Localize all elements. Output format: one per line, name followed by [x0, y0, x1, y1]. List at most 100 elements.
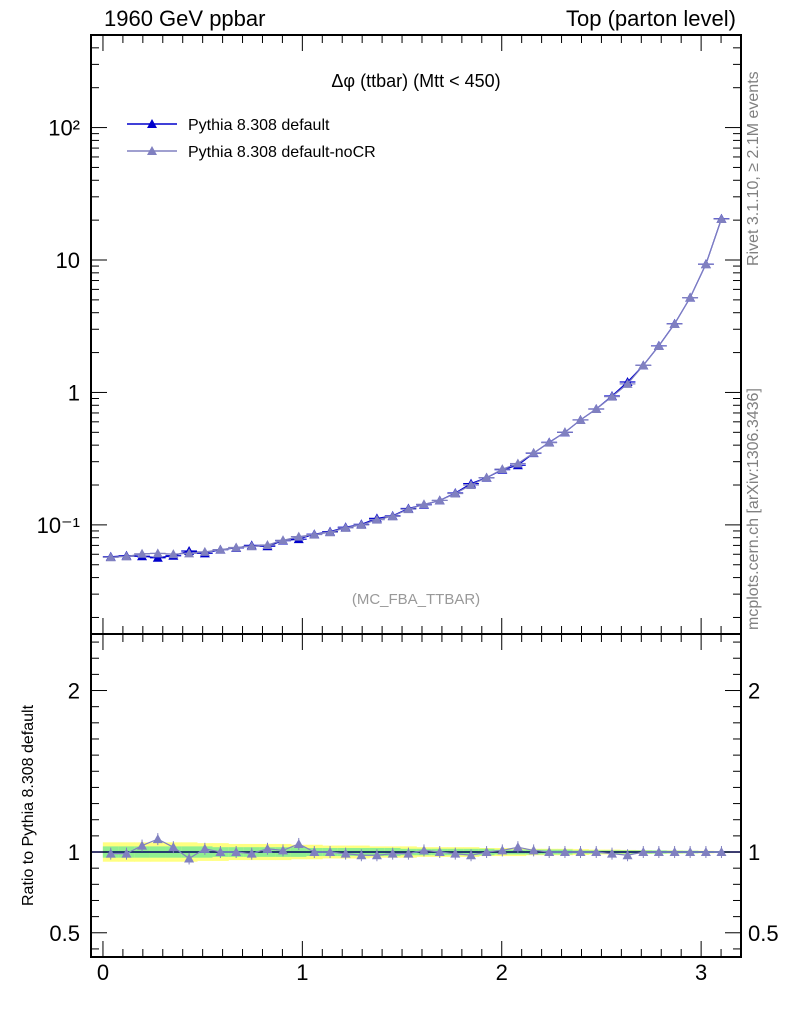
series-point-1	[356, 519, 367, 529]
ratio-point	[466, 850, 477, 860]
ratio-panel: 0.5 0.5 1 1 2 2 0 1 2 3	[49, 633, 779, 985]
series-point-1	[685, 292, 696, 302]
ratio-point	[262, 843, 273, 853]
series-point-1	[387, 511, 398, 521]
ratio-y-tick-label-left: 1	[68, 840, 80, 865]
series-point-1	[340, 522, 351, 532]
series-line-1	[110, 218, 723, 558]
ratio-point	[278, 845, 289, 855]
series-point-1	[121, 551, 132, 561]
series-point-1	[544, 437, 555, 447]
series-point-1	[481, 472, 492, 482]
ratio-point	[638, 847, 649, 857]
series-point-1	[325, 527, 336, 537]
series-point-1	[669, 318, 680, 328]
legend-marker-0	[147, 119, 157, 128]
series-point-1	[246, 541, 257, 551]
ratio-point	[231, 847, 242, 857]
y-tick-label: 10	[56, 248, 80, 273]
legend-marker-1	[147, 146, 157, 155]
series-point-1	[199, 546, 210, 556]
ratio-point	[387, 848, 398, 858]
x-tick-label: 3	[695, 960, 707, 985]
ratio-y-tick-label-right: 2	[748, 679, 760, 704]
ratio-point	[371, 850, 382, 860]
ratio-series-line	[110, 838, 722, 860]
series-point-1	[168, 549, 179, 559]
process-label: Top (parton level)	[566, 6, 736, 31]
series-point-1	[371, 514, 382, 524]
x-tick-label: 2	[496, 960, 508, 985]
legend-label-1: Pythia 8.308 default-noCR	[188, 144, 376, 161]
series-point-1	[528, 447, 539, 457]
ratio-point	[653, 847, 664, 857]
y-tick-label: 10⁻¹	[37, 513, 80, 538]
series-point-1	[403, 504, 414, 514]
ratio-point	[121, 848, 132, 858]
ratio-point	[434, 847, 445, 857]
ratio-point	[700, 847, 711, 857]
x-tick-label: 0	[97, 960, 109, 985]
series-point-1	[434, 495, 445, 505]
ratio-point	[497, 845, 508, 855]
series-point-1	[700, 259, 711, 269]
series-point-1	[575, 414, 586, 424]
ratio-point	[716, 847, 727, 857]
ratio-point	[168, 842, 179, 852]
series-point-1	[215, 544, 226, 554]
series-point-1	[559, 427, 570, 437]
ratio-point	[293, 838, 304, 848]
ratio-point	[105, 848, 116, 858]
ratio-point	[591, 847, 602, 857]
ratio-point	[622, 850, 633, 860]
ratio-point	[512, 842, 523, 852]
ratio-point	[325, 847, 336, 857]
ratio-point	[246, 848, 257, 858]
ratio-point	[669, 847, 680, 857]
ratio-point	[544, 847, 555, 857]
ratio-point	[184, 853, 195, 863]
series-point-1	[309, 529, 320, 539]
ratio-point	[340, 848, 351, 858]
main-panel: 10⁻¹ 1 10 10² Δφ (ttbar) (Mtt < 450) (MC_FBA_…	[37, 34, 742, 635]
analysis-tag: (MC_FBA_TTBAR)	[352, 591, 480, 608]
series-point-1	[512, 458, 523, 468]
y-tick-label: 1	[68, 380, 80, 405]
series-point-1	[293, 531, 304, 541]
series-point-1	[262, 539, 273, 549]
ratio-point	[309, 847, 320, 857]
ratio-point	[418, 845, 429, 855]
series-point-1	[466, 480, 477, 490]
series-point-1	[497, 464, 508, 474]
y-tick-label: 10²	[48, 116, 80, 141]
x-tick-label: 1	[296, 960, 308, 985]
ratio-y-axis-label: Ratio to Pythia 8.308 default	[20, 704, 37, 906]
legend-label-0: Pythia 8.308 default	[188, 117, 330, 134]
ratio-point	[481, 847, 492, 857]
series-point-1	[231, 542, 242, 552]
energy-label: 1960 GeV ppbar	[104, 6, 266, 31]
series-point-1	[450, 488, 461, 498]
series-point-1	[184, 548, 195, 558]
series-point-1	[137, 548, 148, 558]
chart-title: Δφ (ttbar) (Mtt < 450)	[331, 71, 500, 91]
ratio-point	[356, 850, 367, 860]
series-point-1	[638, 360, 649, 370]
ratio-point	[575, 847, 586, 857]
ratio-point	[450, 848, 461, 858]
ratio-point	[606, 848, 617, 858]
series-point-1	[278, 535, 289, 545]
ratio-point	[199, 843, 210, 853]
series-point-1	[606, 391, 617, 401]
ratio-y-tick-label-left: 0.5	[49, 921, 80, 946]
ratio-y-tick-label-right: 1	[748, 840, 760, 865]
series-point-1	[622, 378, 633, 388]
series-point-1	[105, 552, 116, 562]
ratio-point	[215, 847, 226, 857]
ratio-y-tick-label-right: 0.5	[748, 921, 779, 946]
ratio-point	[559, 847, 570, 857]
ratio-point	[528, 845, 539, 855]
series-point-1	[716, 214, 727, 224]
series-point-1	[418, 499, 429, 509]
